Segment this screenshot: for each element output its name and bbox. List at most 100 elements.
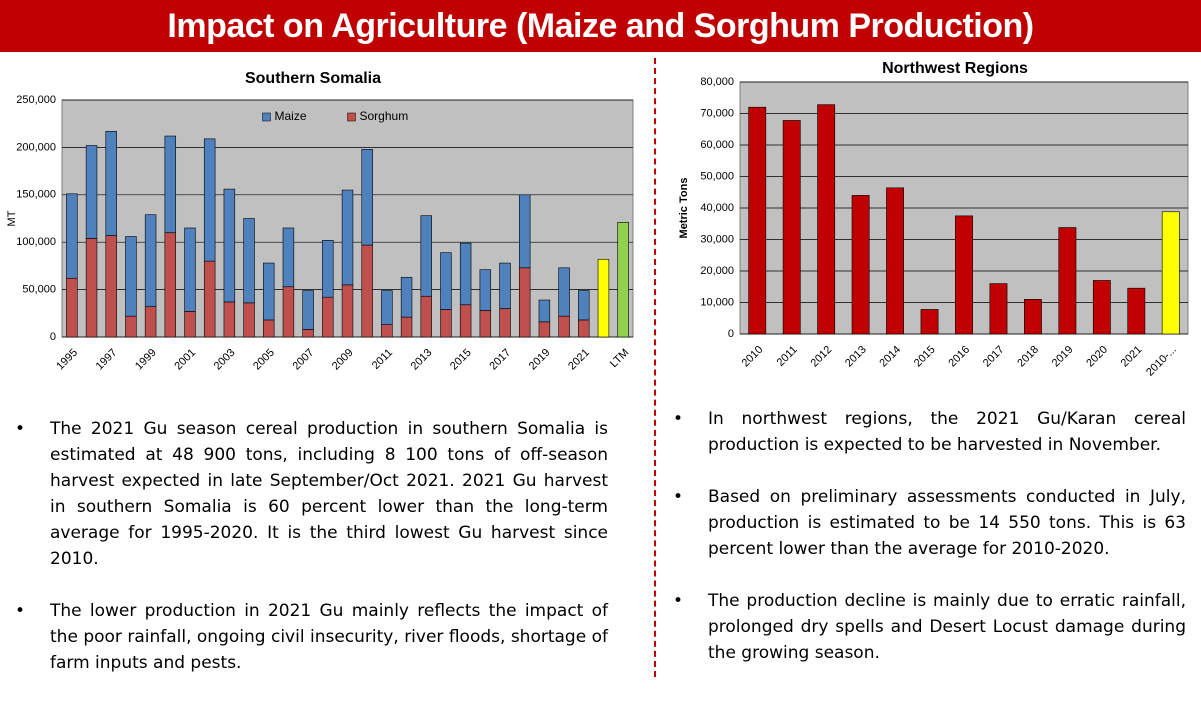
divider	[654, 58, 656, 677]
bar	[144, 214, 157, 307]
bar	[164, 135, 177, 234]
bar	[361, 244, 373, 338]
y-tick-label: 0	[728, 328, 734, 340]
bar	[203, 260, 216, 338]
slide-title: Impact on Agriculture (Maize and Sorghum…	[0, 0, 1201, 52]
x-tick-label: 2003	[212, 347, 238, 373]
bar	[322, 296, 334, 338]
x-tick-label: 2016	[946, 344, 972, 370]
bar	[851, 195, 870, 335]
x-tick-label: 1999	[133, 347, 159, 373]
x-tick-label: 2019	[527, 347, 553, 373]
bar	[817, 104, 836, 335]
bar	[85, 238, 98, 338]
bar	[1092, 280, 1111, 335]
bar	[282, 286, 295, 338]
bullet-list: In northwest regions, the 2021 Gu/Karan …	[673, 406, 1186, 692]
bar	[420, 215, 432, 297]
bar	[105, 235, 117, 338]
chart-title: Southern Somalia	[245, 70, 381, 87]
bar	[85, 145, 98, 239]
bar	[782, 120, 801, 335]
x-tick-label: 2014	[877, 344, 903, 370]
bar	[479, 310, 492, 338]
bar	[920, 309, 939, 335]
x-tick-label: 2017	[981, 344, 1007, 370]
bar	[440, 252, 452, 310]
y-tick-label: 50,000	[700, 170, 734, 182]
bar	[538, 321, 551, 338]
x-tick-label: 2015	[912, 344, 938, 370]
bar	[105, 130, 117, 236]
x-tick-label: 2010-...	[1144, 344, 1179, 379]
legend-swatch	[262, 112, 271, 122]
bar	[499, 308, 511, 338]
bar	[203, 138, 216, 262]
bar	[263, 262, 275, 321]
y-tick-label: 70,000	[700, 107, 734, 119]
y-tick-label: 20,000	[700, 265, 734, 277]
x-tick-label: 2012	[809, 344, 835, 370]
bullet: The lower production in 2021 Gu mainly r…	[15, 598, 608, 676]
bar	[748, 106, 767, 335]
bullet-list: The 2021 Gu season cereal production in …	[15, 416, 608, 702]
bar	[184, 227, 196, 312]
legend-swatch	[347, 112, 356, 122]
bar	[322, 240, 334, 298]
bar	[440, 309, 452, 338]
bar	[125, 236, 137, 317]
bar	[479, 269, 492, 311]
bar	[223, 188, 236, 303]
bar	[381, 290, 393, 325]
bar	[66, 277, 78, 338]
bar	[1024, 299, 1042, 335]
x-tick-label: 2005	[251, 347, 277, 373]
x-tick-label: 1997	[94, 347, 120, 373]
x-tick-label: 2021	[566, 347, 592, 373]
slide: {"title": "Impact on Agriculture (Maize …	[0, 0, 1201, 677]
x-tick-label: 2011	[370, 347, 395, 372]
y-tick-label: 50,000	[22, 284, 56, 296]
bar	[499, 262, 511, 309]
y-tick-label: 100,000	[16, 236, 56, 248]
bar	[989, 283, 1008, 335]
bar	[558, 267, 570, 317]
bar	[459, 242, 472, 306]
x-tick-label: 1995	[54, 347, 80, 373]
bar	[1058, 227, 1077, 335]
y-tick-label: 150,000	[16, 189, 56, 201]
bar	[302, 329, 314, 338]
y-tick-label: 30,000	[700, 233, 734, 245]
x-tick-label: 2020	[1084, 344, 1110, 370]
bar	[66, 193, 78, 279]
y-axis-label: MT	[6, 210, 18, 226]
y-tick-label: 0	[50, 331, 56, 343]
y-tick-label: 40,000	[700, 202, 734, 214]
bar	[263, 319, 275, 338]
bar	[518, 267, 531, 338]
bar	[361, 148, 373, 246]
y-tick-label: 10,000	[700, 296, 734, 308]
bar	[597, 258, 610, 338]
bar	[558, 315, 570, 338]
y-axis-label: Metric Tons	[678, 178, 690, 239]
x-tick-label: 2021	[1119, 344, 1145, 370]
bar	[617, 221, 629, 338]
bar	[518, 194, 531, 269]
x-tick-label: 2018	[1015, 344, 1041, 370]
x-tick-label: 2010	[740, 344, 766, 370]
x-tick-label: LTM	[608, 347, 631, 370]
charts: Southern Somalia MT 0 50,000 100,000 150,000 2…	[6, 60, 1189, 379]
y-tick-label: 60,000	[700, 139, 734, 151]
legend-label: Sorghum	[360, 109, 409, 123]
bar	[341, 189, 354, 286]
bullet: The production decline is mainly due to …	[673, 588, 1186, 666]
bar	[1127, 287, 1146, 335]
bar	[955, 215, 973, 335]
bar	[459, 304, 472, 338]
bar	[223, 301, 236, 338]
bar	[184, 311, 196, 338]
bullet: In northwest regions, the 2021 Gu/Karan …	[673, 406, 1186, 458]
x-tick-label: 2013	[843, 344, 869, 370]
bar	[125, 315, 137, 338]
